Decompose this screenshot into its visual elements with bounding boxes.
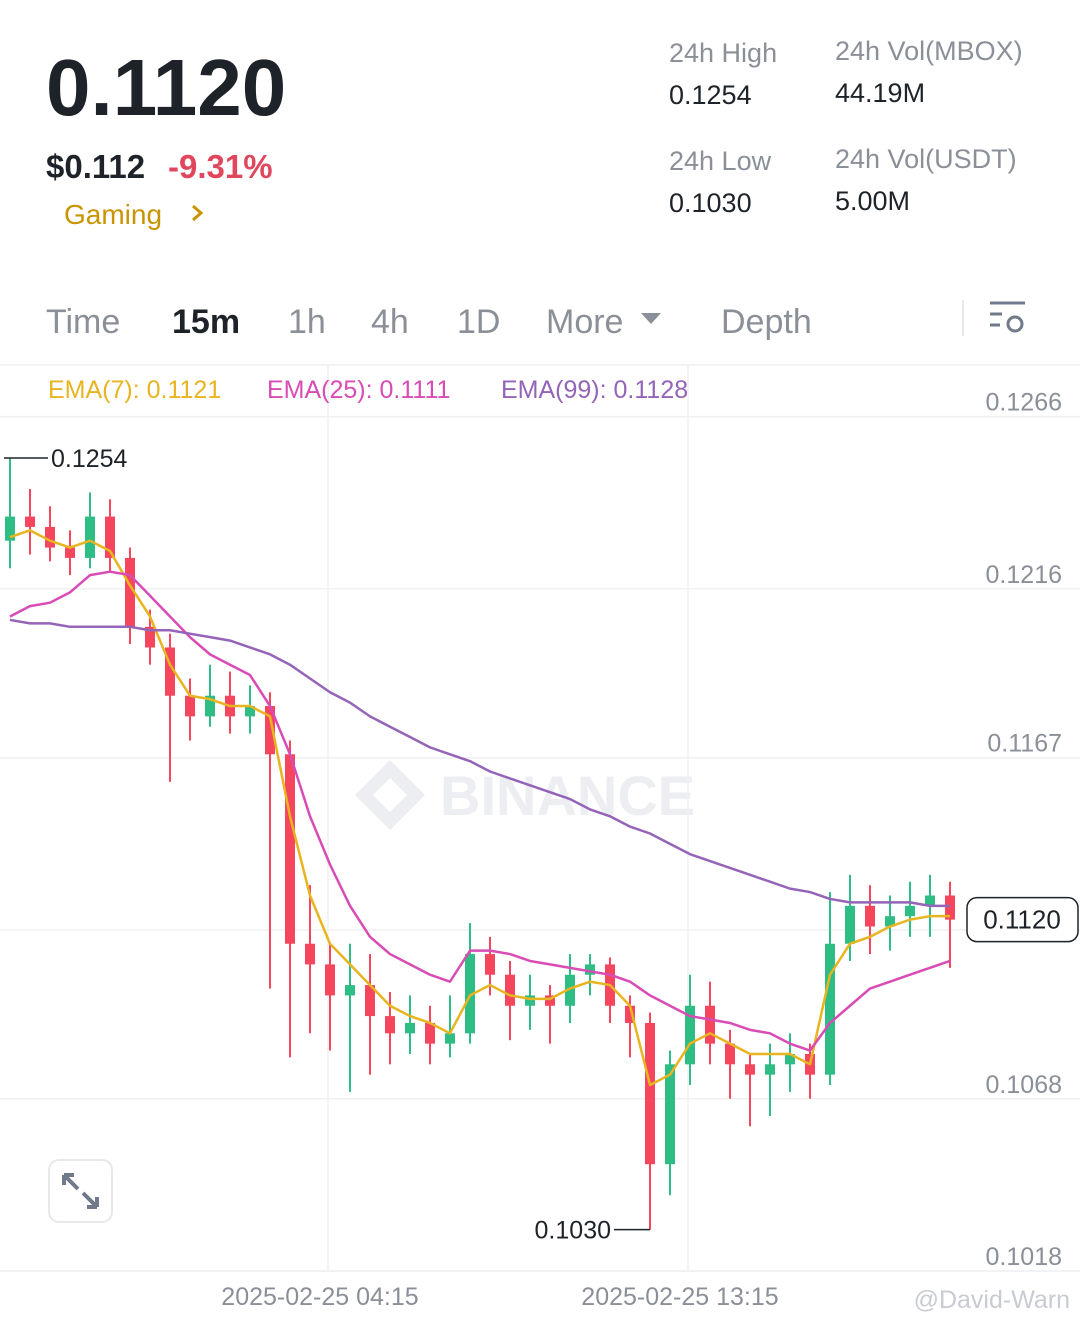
- candle-body: [345, 985, 355, 996]
- tab[interactable]: More: [546, 303, 623, 341]
- ema-line: [9, 618, 950, 908]
- watermark-logo: [355, 760, 425, 830]
- candle-body: [405, 1022, 415, 1034]
- stat-label: 24h High: [669, 38, 777, 68]
- candle-body: [905, 905, 915, 917]
- candle-body: [205, 695, 215, 717]
- stat-label: 24h Vol(USDT): [835, 144, 1017, 174]
- tab[interactable]: 1h: [288, 303, 326, 341]
- candle-body: [745, 1064, 755, 1075]
- tab[interactable]: Depth: [721, 303, 812, 341]
- candle-body: [425, 1022, 435, 1044]
- tab[interactable]: 4h: [371, 303, 409, 341]
- candle-body: [845, 905, 855, 944]
- icon-gear: [1006, 315, 1024, 333]
- candle-body: [305, 943, 315, 965]
- candle-body: [245, 706, 255, 717]
- stat-value: 0.1030: [669, 188, 752, 218]
- y-tick-label: 0.1018: [986, 1243, 1062, 1271]
- tab[interactable]: 1D: [457, 303, 500, 341]
- candle-body: [145, 626, 155, 648]
- candle-body: [25, 516, 35, 527]
- candle-body: [765, 1064, 775, 1075]
- candle-body: [645, 1022, 655, 1165]
- stat-label: 24h Low: [669, 146, 772, 176]
- candle-body: [365, 985, 375, 1017]
- candle-body: [925, 895, 935, 906]
- candle-body: [785, 1053, 795, 1065]
- tab[interactable]: Time: [46, 303, 120, 341]
- candle-body: [285, 754, 295, 944]
- candle-body: [385, 1016, 395, 1034]
- chevron: [192, 204, 204, 222]
- ema-line: [9, 570, 951, 1052]
- y-tick-label: 0.1216: [986, 561, 1062, 589]
- watermark-group: BINANCE: [355, 760, 695, 830]
- legend-entry: EMA(25): 0.1111: [267, 376, 450, 404]
- expand-button[interactable]: [48, 1159, 113, 1223]
- candle-body: [585, 964, 595, 975]
- candle-body: [125, 557, 135, 627]
- last-price: 0.1120: [46, 43, 286, 132]
- last-price-box: [966, 896, 1079, 943]
- candle-body: [325, 964, 335, 996]
- candle-body: [525, 995, 535, 1006]
- candle-body: [545, 995, 555, 1006]
- tag: Gaming: [64, 199, 162, 230]
- candle-body: [45, 526, 55, 548]
- candle-body: [5, 516, 15, 541]
- tab-active[interactable]: 15m: [172, 303, 240, 341]
- expand-icon: [62, 1173, 99, 1209]
- candle-body: [725, 1043, 735, 1065]
- x-tick-label: 2025-02-25 13:15: [581, 1283, 778, 1311]
- stat-value: 0.1254: [669, 80, 752, 110]
- watermark: BINANCE: [440, 764, 695, 827]
- candle-body: [445, 1033, 455, 1044]
- candle-body: [185, 695, 195, 717]
- candle-body: [945, 895, 955, 920]
- candle-body: [825, 943, 835, 1075]
- fiat-price: $0.112: [46, 148, 145, 185]
- candle-body: [865, 905, 875, 927]
- candle-body: [265, 706, 275, 755]
- legend-entry: EMA(7): 0.1121: [48, 376, 221, 404]
- candle-body: [105, 516, 115, 558]
- x-tick-label: 2025-02-25 04:15: [221, 1283, 418, 1311]
- dropdown-arrow: [641, 313, 661, 324]
- annotation-label: 0.1030: [535, 1217, 611, 1245]
- ema-line: [9, 529, 950, 1087]
- chart: 0.12660.12160.11670.11170.10680.10182025…: [0, 365, 1080, 1311]
- credit: @David-Warn: [914, 1286, 1070, 1314]
- annotation-label: 0.1254: [51, 445, 128, 473]
- y-tick-label: 0.1266: [986, 389, 1062, 417]
- candle-body: [685, 1005, 695, 1065]
- candle-body: [485, 954, 495, 975]
- tag-link[interactable]: Gaming: [64, 199, 204, 230]
- settings-icon[interactable]: [990, 301, 1025, 333]
- candle-body: [885, 916, 895, 927]
- price-change: -9.31%: [168, 148, 273, 185]
- button-frame: [48, 1159, 113, 1223]
- y-tick-label: 0.1167: [987, 730, 1062, 758]
- last-price-label: 0.1120: [983, 905, 1061, 935]
- stat-label: 24h Vol(MBOX): [835, 36, 1023, 66]
- stat-value: 5.00M: [835, 186, 910, 216]
- candle-body: [705, 1005, 715, 1044]
- candle-body: [505, 974, 515, 1006]
- legend-entry: EMA(99): 0.1128: [501, 376, 688, 404]
- candle-body: [625, 1005, 635, 1023]
- candle-body: [85, 516, 95, 558]
- candle-body: [65, 547, 75, 558]
- candle-body: [465, 954, 475, 1034]
- stat-value: 44.19M: [835, 78, 925, 108]
- candle-body: [165, 647, 175, 696]
- candle-body: [565, 974, 575, 1006]
- candle-body: [665, 1064, 675, 1165]
- y-tick-label: 0.1068: [986, 1071, 1062, 1099]
